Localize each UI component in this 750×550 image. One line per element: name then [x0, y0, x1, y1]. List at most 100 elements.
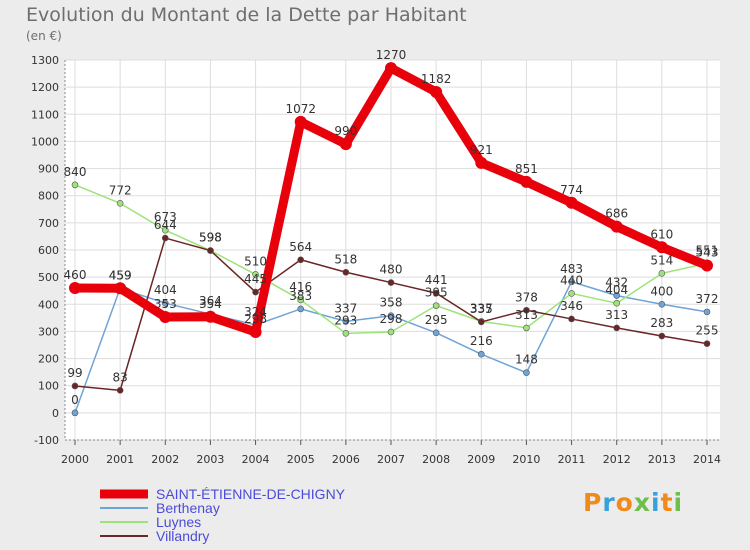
legend: SAINT-ÉTIENNE-DE-CHIGNYBerthenayLuynesVi… — [100, 486, 346, 544]
data-label: 686 — [605, 207, 628, 221]
data-point — [387, 312, 395, 319]
data-point — [71, 181, 79, 189]
data-label: 514 — [650, 253, 673, 267]
data-point — [432, 302, 440, 309]
data-label: 459 — [109, 268, 132, 282]
data-point — [252, 271, 259, 278]
data-label: 774 — [560, 183, 583, 197]
x-tick-label: 2014 — [693, 453, 721, 466]
logo-letter: o — [615, 488, 634, 517]
data-label: 372 — [696, 292, 719, 306]
data-point — [161, 299, 169, 307]
data-label: 313 — [605, 308, 628, 322]
data-label: 404 — [154, 283, 177, 297]
x-tick-label: 2008 — [422, 453, 450, 466]
data-point — [297, 296, 305, 304]
x-tick-label: 2002 — [151, 453, 179, 466]
data-label: 0 — [71, 393, 79, 407]
data-point — [297, 305, 305, 313]
data-point — [116, 387, 124, 394]
y-tick-label: 1300 — [31, 54, 59, 67]
data-label: 1270 — [376, 48, 407, 62]
data-label: 378 — [515, 290, 538, 304]
data-point — [477, 318, 485, 326]
data-label: 354 — [199, 297, 222, 311]
data-label: 404 — [605, 283, 628, 297]
y-tick-label: 900 — [38, 163, 59, 176]
logo-letter: x — [633, 488, 651, 517]
x-tick-label: 2011 — [558, 453, 586, 466]
y-tick-label: 800 — [38, 190, 59, 203]
x-tick-label: 2004 — [242, 453, 270, 466]
data-label: 283 — [650, 316, 673, 330]
legend-label: Berthenay — [156, 500, 220, 516]
data-point — [71, 382, 79, 390]
data-point — [385, 62, 397, 75]
y-tick-label: 200 — [38, 353, 59, 366]
data-label: 921 — [470, 143, 493, 157]
data-point — [613, 324, 621, 332]
data-label: 851 — [515, 162, 538, 176]
data-label: 346 — [560, 299, 583, 313]
data-point — [520, 175, 533, 188]
data-point — [252, 288, 259, 296]
x-tick-label: 2006 — [332, 453, 360, 466]
data-point — [701, 259, 713, 272]
data-point — [342, 268, 350, 276]
data-point — [387, 328, 395, 336]
data-label: 337 — [334, 301, 357, 315]
data-label: 543 — [696, 245, 719, 259]
y-tick-label: 1100 — [31, 108, 59, 121]
data-point — [342, 318, 350, 325]
x-tick-label: 2013 — [648, 453, 676, 466]
data-point — [613, 299, 621, 307]
data-point — [523, 324, 530, 332]
data-label: 1072 — [285, 102, 316, 116]
data-point — [207, 247, 214, 254]
data-label: 990 — [334, 124, 357, 138]
data-point — [703, 308, 711, 316]
data-point — [339, 138, 352, 151]
data-label: 400 — [650, 284, 673, 298]
data-label: 840 — [64, 165, 87, 179]
x-tick-label: 2001 — [106, 453, 134, 466]
data-label: 353 — [154, 297, 177, 311]
data-label: 99 — [67, 366, 82, 380]
axes: -100 0 100 200 300 400 500 600 700 800 900 1000 1100… — [31, 54, 721, 466]
data-label: 148 — [515, 353, 538, 367]
data-label: 440 — [560, 273, 583, 287]
data-point — [565, 196, 578, 209]
logo-letter: t — [660, 488, 674, 517]
data-label: 673 — [154, 210, 177, 224]
data-point — [568, 290, 575, 297]
data-label: 298 — [244, 312, 267, 326]
data-point — [161, 234, 169, 242]
data-label: 459 — [109, 268, 132, 282]
data-point — [658, 300, 666, 308]
data-label: 335 — [470, 302, 493, 316]
data-point — [159, 311, 172, 324]
data-label: 483 — [560, 262, 583, 276]
y-tick-label: 1200 — [31, 81, 59, 94]
data-point — [430, 86, 443, 99]
data-point — [523, 369, 530, 376]
legend-label: Luynes — [156, 514, 201, 530]
data-label: 358 — [380, 296, 403, 310]
data-label: 551 — [696, 243, 719, 257]
data-label: 255 — [696, 324, 719, 338]
y-tick-label: -100 — [34, 434, 59, 447]
data-point — [249, 325, 262, 338]
logo-letter: r — [602, 488, 616, 517]
data-label: 480 — [380, 263, 403, 277]
data-point — [658, 270, 666, 277]
data-point — [703, 340, 711, 347]
chart-title: Evolution du Montant de la Dette par Hab… — [26, 4, 467, 26]
data-label: 598 — [199, 231, 222, 245]
data-point — [475, 156, 488, 169]
data-label: 441 — [425, 273, 448, 287]
grid — [65, 59, 720, 441]
data-point — [387, 279, 395, 286]
y-tick-label: 700 — [38, 217, 59, 230]
